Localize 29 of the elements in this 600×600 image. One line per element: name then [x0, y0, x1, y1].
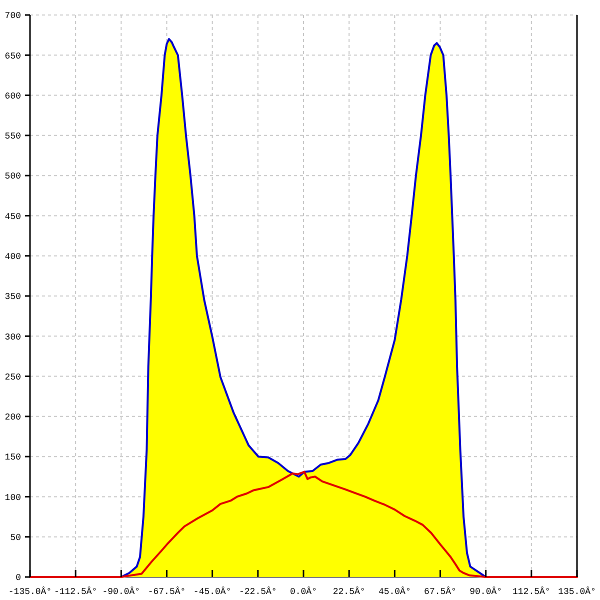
y-tick-label: 550	[4, 132, 21, 142]
y-tick-label: 150	[4, 452, 21, 463]
y-tick-label: 0	[16, 573, 21, 584]
y-tick-label: 400	[4, 252, 21, 262]
y-tick-label: 200	[4, 412, 21, 423]
y-tick-label: 650	[4, 51, 21, 62]
x-tick-label: -90.0Â°	[102, 586, 140, 597]
x-tick-label: 90.0Â°	[470, 586, 502, 597]
x-tick-label: 45.0Â°	[378, 586, 411, 597]
y-tick-label: 450	[4, 212, 21, 222]
y-tick-label: 300	[4, 332, 21, 342]
y-tick-label: 50	[10, 533, 21, 544]
y-tick-label: 500	[4, 172, 21, 182]
x-tick-label: 112.5Â°	[512, 586, 550, 597]
y-tick-label: 250	[4, 372, 21, 382]
y-tick-label: 600	[4, 91, 21, 102]
x-tick-label: 67.5Â°	[424, 586, 456, 597]
x-tick-label: -45.0Â°	[193, 586, 232, 597]
x-tick-label: -67.5Â°	[148, 586, 186, 597]
y-tick-label: 350	[4, 292, 21, 302]
x-tick-label: -135.0Â°	[8, 586, 52, 597]
x-tick-label: 22.5Â°	[332, 586, 366, 597]
x-tick-label: 135.0Â°	[558, 586, 596, 597]
x-tick-label: -22.5Â°	[239, 586, 277, 597]
x-tick-label: -112.5Â°	[54, 586, 98, 597]
x-tick-label: 0.0Â°	[290, 586, 318, 597]
y-tick-label: 700	[4, 11, 21, 22]
y-tick-label: 100	[4, 492, 21, 503]
line-series	[120, 38, 487, 578]
